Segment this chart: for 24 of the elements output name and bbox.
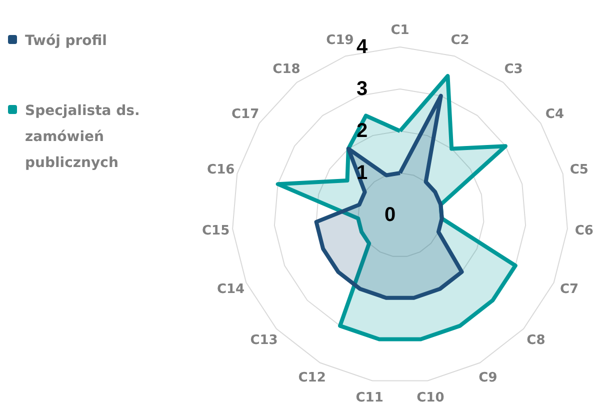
spoke-label: C7 [560,282,579,298]
legend-label: Twój profil [25,32,107,51]
spoke-label: C5 [570,162,588,178]
spoke-label: C12 [298,370,326,386]
legend-label: Specjalista ds. zamówień publicznych [25,102,141,173]
y-tick-label: 3 [356,78,368,100]
spoke-label: C9 [478,370,498,386]
spoke-label: C18 [272,62,300,78]
spoke-label: C13 [250,333,278,348]
spoke-label: C15 [202,223,230,238]
y-tick-label: 4 [356,36,368,58]
y-tick-label: 0 [384,204,396,226]
spoke-label: C11 [356,390,384,406]
spoke-label: C10 [416,390,444,406]
spoke-label: C1 [390,23,410,38]
spoke-label: C8 [526,333,546,348]
spoke-label: C14 [216,282,245,298]
spoke-label: C3 [504,62,523,78]
spoke-label: C19 [326,33,354,48]
spoke-label: C2 [450,33,470,48]
spoke-label: C4 [545,106,564,122]
spoke-label: C16 [207,162,235,178]
spoke-label: C6 [574,223,594,238]
spoke-label: C17 [231,106,260,122]
